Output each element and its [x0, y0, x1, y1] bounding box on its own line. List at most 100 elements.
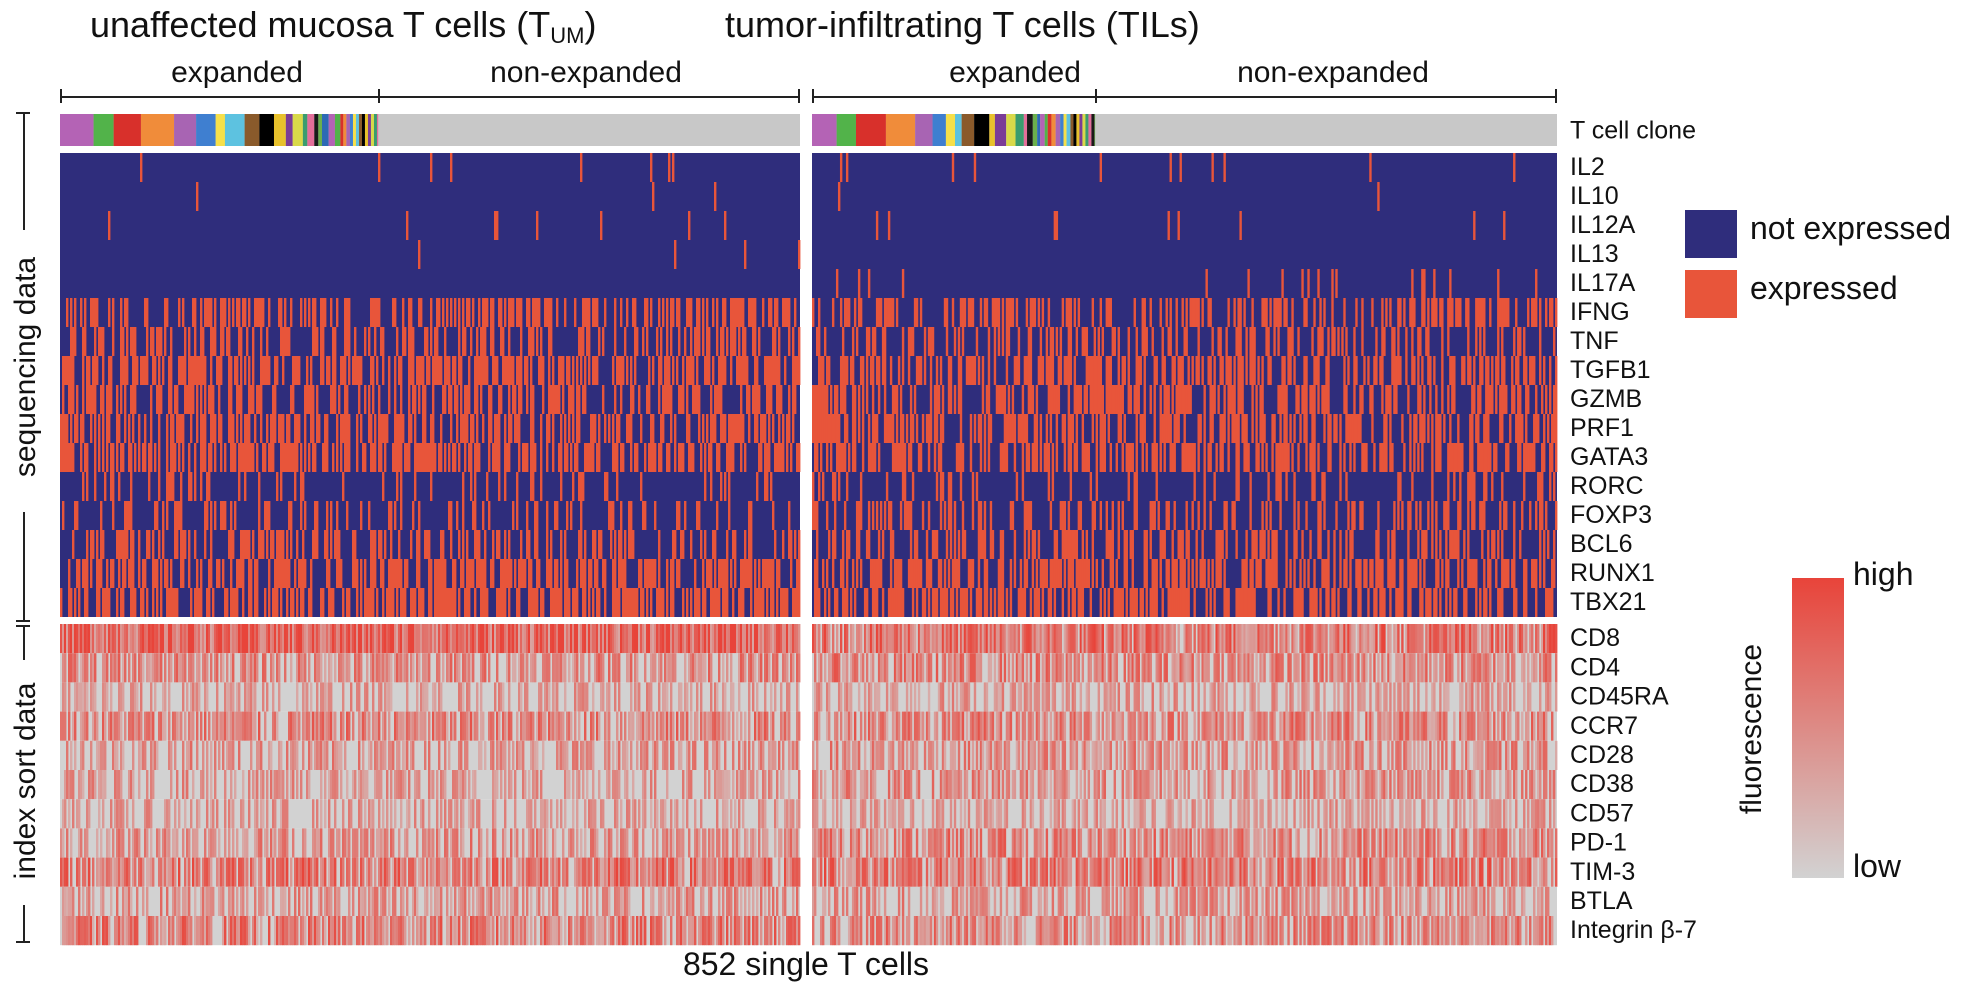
expressed-cell — [64, 414, 67, 443]
expressed-cell — [780, 443, 783, 472]
fluorescence-cell — [468, 857, 471, 887]
expressed-cell — [346, 327, 349, 356]
expressed-cell — [438, 443, 441, 472]
fluorescence-cell — [692, 886, 695, 916]
expressed-cell — [344, 298, 347, 327]
fluorescence-cell — [488, 886, 491, 916]
fluorescence-cell — [608, 682, 611, 712]
fluorescence-cell — [116, 770, 119, 800]
expressed-cell — [304, 443, 307, 472]
fluorescence-cell — [402, 857, 405, 887]
expressed-cell — [454, 385, 457, 414]
fluorescence-cell — [606, 624, 609, 654]
expressed-cell — [208, 588, 211, 617]
fluorescence-cell — [400, 770, 403, 800]
fluorescence-cell — [118, 624, 121, 654]
fluorescence-cell — [472, 624, 475, 654]
expressed-cell — [1355, 356, 1358, 385]
fluorescence-cell — [738, 799, 741, 829]
fluorescence-cell — [298, 711, 301, 741]
expressed-cell — [260, 298, 263, 327]
expressed-cell — [658, 588, 661, 617]
fluorescence-cell — [462, 682, 465, 712]
expressed-cell — [232, 298, 235, 327]
fluorescence-cell — [224, 624, 227, 654]
expressed-cell — [342, 588, 345, 617]
fluorescence-cell — [130, 624, 133, 654]
expressed-cell — [228, 530, 231, 559]
expressed-cell — [452, 443, 455, 472]
fluorescence-cell — [180, 916, 183, 946]
expressed-cell — [86, 385, 89, 414]
clone-block — [955, 114, 962, 146]
expressed-cell — [778, 559, 781, 588]
expressed-cell — [644, 298, 647, 327]
left-title-close: ) — [584, 4, 597, 45]
fluorescence-cell — [618, 857, 621, 887]
fluorescence-cell — [664, 711, 667, 741]
fluorescence-cell — [550, 799, 553, 829]
expressed-cell — [502, 327, 505, 356]
left-title-main: unaffected mucosa T cells (T — [90, 4, 551, 45]
fluorescence-cell — [406, 711, 409, 741]
expressed-cell — [340, 559, 343, 588]
fluorescence-cell — [694, 828, 697, 858]
expressed-cell — [228, 298, 231, 327]
fluorescence-cell — [666, 653, 669, 683]
fluorescence-cell — [264, 828, 267, 858]
expressed-cell — [262, 443, 265, 472]
fluorescence-cell — [608, 886, 611, 916]
fluorescence-cell — [614, 624, 617, 654]
fluorescence-cell — [752, 770, 755, 800]
expressed-cell — [152, 327, 155, 356]
expressed-cell — [402, 588, 405, 617]
expressed-cell — [398, 530, 401, 559]
fluorescence-cell — [488, 916, 491, 946]
expressed-cell — [142, 559, 145, 588]
expressed-cell — [378, 153, 381, 182]
expressed-cell — [738, 588, 741, 617]
fluorescence-cell — [592, 770, 595, 800]
fluorescence-cell — [328, 828, 331, 858]
fluorescence-cell — [410, 711, 413, 741]
expressed-cell — [728, 472, 731, 501]
fluorescence-cell — [748, 857, 751, 887]
fluorescence-cell — [732, 828, 735, 858]
fluorescence-cell — [246, 653, 249, 683]
expressed-cell — [432, 356, 435, 385]
expressed-cell — [606, 472, 609, 501]
fluorescence-cell — [318, 653, 321, 683]
fluorescence-cell — [128, 857, 131, 887]
expressed-cell — [238, 472, 241, 501]
expressed-cell — [616, 414, 619, 443]
fluorescence-cell — [766, 653, 769, 683]
expressed-cell — [304, 559, 307, 588]
fluorescence-cell — [190, 624, 193, 654]
expressed-cell — [728, 414, 731, 443]
expressed-cell — [1165, 298, 1168, 327]
fluorescence-cell — [236, 624, 239, 654]
fluorescence-cell — [698, 653, 701, 683]
expressed-cell — [740, 356, 743, 385]
fluorescence-cell — [614, 682, 617, 712]
fluorescence-cell — [218, 624, 221, 654]
fluorescence-cell — [116, 653, 119, 683]
fluorescence-cell — [78, 770, 81, 800]
expressed-cell — [498, 298, 501, 327]
expressed-cell — [430, 472, 433, 501]
expressed-cell — [152, 356, 155, 385]
fluorescence-cell — [286, 799, 289, 829]
fluorescence-cell — [272, 624, 275, 654]
expressed-cell — [290, 385, 293, 414]
expressed-cell — [720, 559, 723, 588]
fluorescence-cell — [556, 624, 559, 654]
expressed-cell — [372, 443, 375, 472]
fluorescence-cell — [320, 857, 323, 887]
fluorescence-cell — [536, 857, 539, 887]
expressed-cell — [486, 472, 489, 501]
fluorescence-cell — [548, 916, 551, 946]
expressed-cell — [1175, 327, 1178, 356]
expressed-cell — [138, 559, 141, 588]
expressed-cell — [566, 443, 569, 472]
expressed-cell — [310, 414, 313, 443]
